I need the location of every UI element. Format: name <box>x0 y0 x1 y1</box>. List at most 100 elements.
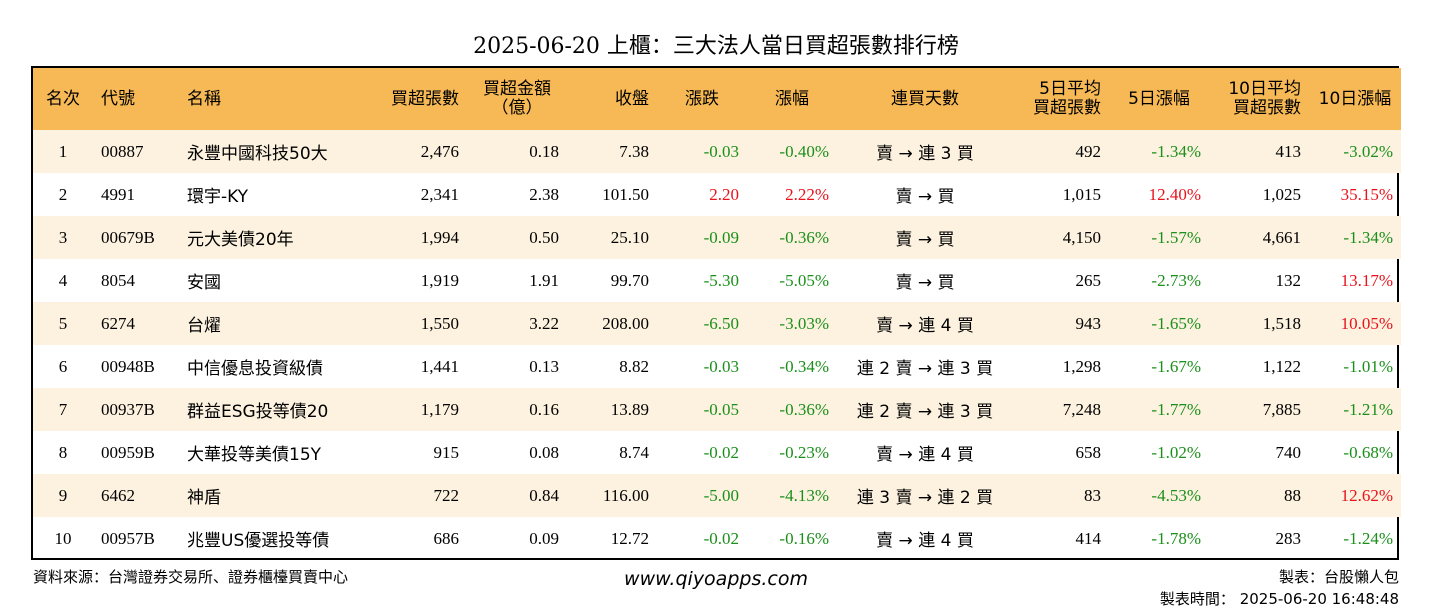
cell-pct10: -1.01% <box>1343 356 1393 376</box>
cell-net-buy-lots: 2,476 <box>420 141 459 161</box>
header-pct5: 5日漲幅 <box>1128 88 1190 109</box>
cell-change: -6.50 <box>703 313 739 333</box>
table-row: 2 4991 環宇-KY 2,341 2.38 101.50 2.20 2.22% 賣 → 買 1… <box>33 173 1401 216</box>
cell-pct10: -1.34% <box>1343 227 1393 247</box>
cell-pct5: -1.77% <box>1151 399 1201 419</box>
cell-close: 116.00 <box>602 485 649 505</box>
header-avg10-lots: 10日平均 買超張數 <box>1228 79 1301 118</box>
cell-code: 00679B <box>101 227 155 247</box>
cell-change-pct: 2.22% <box>785 184 829 204</box>
author-note: 製表：台股懶人包 <box>1278 568 1399 586</box>
cell-avg10-lots: 132 <box>1275 270 1302 290</box>
cell-change: -5.00 <box>703 485 739 505</box>
cell-net-buy-lots: 915 <box>433 442 460 462</box>
cell-name: 元大美債20年 <box>187 230 294 250</box>
cell-net-buy-lots: 1,441 <box>420 356 459 376</box>
cell-change-pct: -0.16% <box>779 528 829 548</box>
cell-net-buy-lots: 1,919 <box>420 270 459 290</box>
cell-change-pct: -0.36% <box>779 399 829 419</box>
cell-consecutive-days: 賣 → 買 <box>895 187 955 207</box>
cell-avg10-lots: 283 <box>1275 528 1302 548</box>
header-pct10: 10日漲幅 <box>1318 88 1392 109</box>
cell-pct5: -1.65% <box>1151 313 1201 333</box>
header-net-buy-lots: 買超張數 <box>391 88 459 109</box>
cell-avg5-lots: 1,298 <box>1062 356 1101 376</box>
cell-avg5-lots: 1,015 <box>1062 184 1101 204</box>
cell-code: 00937B <box>101 399 155 419</box>
cell-close: 101.50 <box>602 184 649 204</box>
cell-rank: 1 <box>58 141 68 161</box>
table-row: 4 8054 安國 1,919 1.91 99.70 -5.30 -5.05% 賣 → 買 265… <box>33 259 1401 302</box>
cell-net-buy-lots: 722 <box>433 485 460 505</box>
cell-consecutive-days: 賣 → 連 4 買 <box>876 316 974 336</box>
header-avg5-lots: 5日平均 買超張數 <box>1033 79 1101 118</box>
cell-avg5-lots: 492 <box>1075 141 1102 161</box>
cell-pct10: -1.21% <box>1343 399 1393 419</box>
cell-pct10: 13.17% <box>1340 270 1393 290</box>
cell-code: 00948B <box>101 356 155 376</box>
cell-consecutive-days: 賣 → 買 <box>895 230 955 250</box>
cell-net-buy-amount: 0.16 <box>529 399 559 419</box>
cell-avg5-lots: 414 <box>1075 528 1102 548</box>
cell-close: 12.72 <box>610 528 649 548</box>
cell-change-pct: -4.13% <box>779 485 829 505</box>
ranking-table: 名次 代號 名稱 買超張數 買超金額 （億） 收盤 漲跌 漲幅 連買天數 5日平均 買超張數 5日漲幅 1… <box>31 66 1401 560</box>
cell-rank: 10 <box>54 528 72 548</box>
cell-name: 中信優息投資級債 <box>187 359 323 379</box>
cell-consecutive-days: 連 2 賣 → 連 3 買 <box>856 402 994 422</box>
cell-pct5: -1.57% <box>1151 227 1201 247</box>
cell-change: -0.03 <box>703 141 739 161</box>
cell-net-buy-lots: 1,550 <box>420 313 459 333</box>
table-row: 9 6462 神盾 722 0.84 116.00 -5.00 -4.13% 連 3 賣 → 連… <box>33 474 1401 517</box>
cell-net-buy-amount: 2.38 <box>529 184 559 204</box>
table-row: 7 00937B 群益ESG投等債20 1,179 0.16 13.89 -0.05 -0.3… <box>33 388 1401 431</box>
cell-change: -0.02 <box>703 528 739 548</box>
cell-avg5-lots: 658 <box>1075 442 1102 462</box>
cell-code: 4991 <box>101 184 135 204</box>
header-change-pct: 漲幅 <box>775 88 809 109</box>
cell-avg10-lots: 4,661 <box>1262 227 1301 247</box>
cell-pct5: -1.78% <box>1151 528 1201 548</box>
header-name: 名稱 <box>187 88 221 109</box>
cell-name: 神盾 <box>187 488 221 508</box>
cell-avg5-lots: 7,248 <box>1062 399 1101 419</box>
website-link[interactable]: www.qiyoapps.com <box>624 568 808 590</box>
cell-close: 25.10 <box>610 227 649 247</box>
cell-pct5: -4.53% <box>1151 485 1201 505</box>
cell-rank: 6 <box>58 356 68 376</box>
cell-consecutive-days: 賣 → 連 3 買 <box>876 144 974 164</box>
cell-close: 8.74 <box>619 442 649 462</box>
cell-net-buy-lots: 686 <box>433 528 460 548</box>
cell-pct5: -1.67% <box>1151 356 1201 376</box>
cell-change: -0.02 <box>703 442 739 462</box>
cell-avg5-lots: 4,150 <box>1062 227 1101 247</box>
cell-change: -0.09 <box>703 227 739 247</box>
cell-change-pct: -3.03% <box>779 313 829 333</box>
cell-avg10-lots: 1,025 <box>1262 184 1301 204</box>
cell-pct5: 12.40% <box>1148 184 1201 204</box>
cell-pct10: -0.68% <box>1343 442 1393 462</box>
cell-close: 99.70 <box>610 270 649 290</box>
cell-pct10: 35.15% <box>1340 184 1393 204</box>
cell-change-pct: -0.36% <box>779 227 829 247</box>
cell-rank: 8 <box>58 442 68 462</box>
table-row: 1 00887 永豐中國科技50大 2,476 0.18 7.38 -0.03 -0.40% 賣… <box>33 130 1401 173</box>
cell-change: -0.05 <box>703 399 739 419</box>
cell-pct10: 10.05% <box>1340 313 1393 333</box>
table-header-row: 名次 代號 名稱 買超張數 買超金額 （億） 收盤 漲跌 漲幅 連買天數 5日平均 買超張數 5日漲幅 1… <box>33 68 1401 130</box>
cell-name: 台燿 <box>187 316 221 336</box>
table-row: 3 00679B 元大美債20年 1,994 0.50 25.10 -0.09 -0.36% 賣… <box>33 216 1401 259</box>
table-row: 6 00948B 中信優息投資級債 1,441 0.13 8.82 -0.03 -0.34% 連… <box>33 345 1401 388</box>
cell-net-buy-amount: 0.09 <box>529 528 559 548</box>
cell-avg5-lots: 943 <box>1075 313 1102 333</box>
cell-avg10-lots: 740 <box>1275 442 1302 462</box>
cell-net-buy-amount: 3.22 <box>529 313 559 333</box>
cell-code: 00959B <box>101 442 155 462</box>
cell-net-buy-amount: 0.13 <box>529 356 559 376</box>
cell-consecutive-days: 連 2 賣 → 連 3 買 <box>856 359 994 379</box>
cell-consecutive-days: 連 3 賣 → 連 2 買 <box>856 488 994 508</box>
cell-change-pct: -0.23% <box>779 442 829 462</box>
cell-pct5: -1.02% <box>1151 442 1201 462</box>
cell-net-buy-amount: 0.50 <box>529 227 559 247</box>
cell-change-pct: -0.34% <box>779 356 829 376</box>
